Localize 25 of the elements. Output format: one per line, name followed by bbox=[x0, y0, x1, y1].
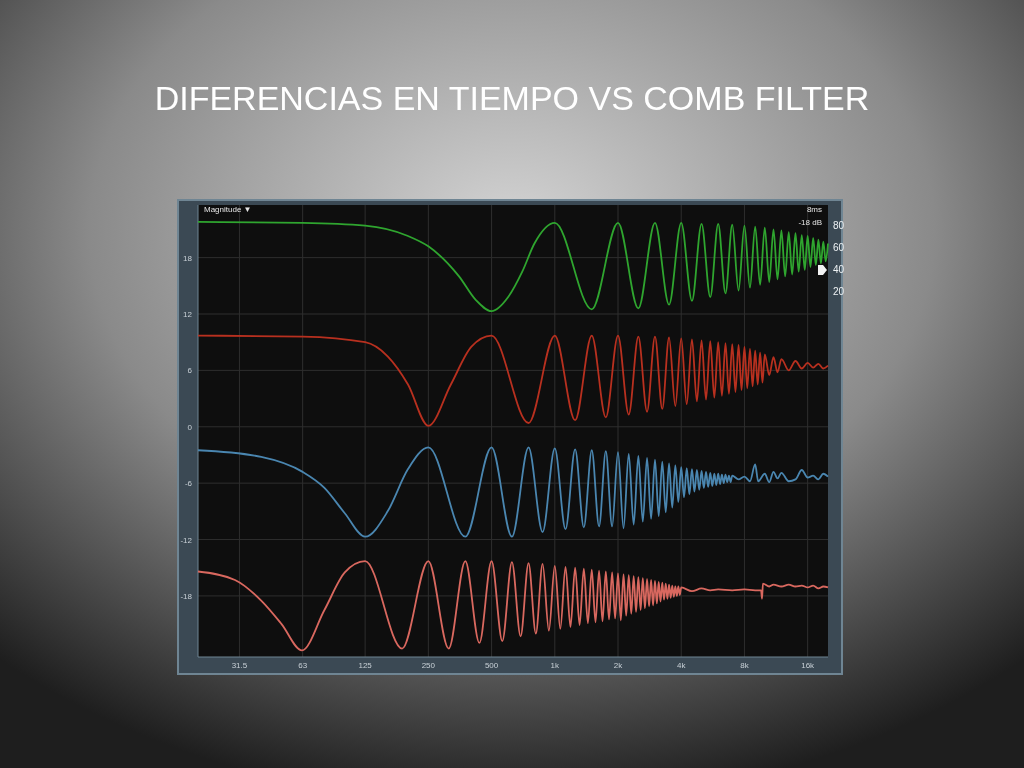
y-tick-label: -12 bbox=[180, 535, 193, 545]
x-tick-label: 16k bbox=[801, 661, 816, 670]
y-tick-label: -18 bbox=[180, 591, 193, 601]
annotation: Magnitude ▼ bbox=[204, 205, 252, 214]
x-tick-label: 63 bbox=[298, 661, 308, 670]
chart-title: DIFERENCIAS EN TIEMPO VS COMB FILTER bbox=[154, 79, 870, 117]
x-tick-label: 2k bbox=[613, 661, 624, 670]
y2-tick-label: 40 bbox=[833, 264, 845, 276]
y2-tick-label: 20 bbox=[833, 286, 845, 298]
y2-tick-label: 80 bbox=[833, 220, 845, 232]
y-tick-label: -6 bbox=[184, 479, 193, 489]
x-tick-label: 125 bbox=[358, 661, 373, 670]
y2-tick-label: 60 bbox=[833, 242, 845, 254]
annotation: -18 dB bbox=[798, 218, 822, 227]
y-tick-label: 12 bbox=[183, 310, 193, 320]
x-tick-label: 31.5 bbox=[231, 661, 248, 670]
x-tick-label: 8k bbox=[740, 661, 750, 670]
y-tick-label: 6 bbox=[187, 366, 193, 376]
y-tick-label: 18 bbox=[183, 253, 193, 263]
x-tick-label: 4k bbox=[676, 661, 687, 670]
y-tick-label: 0 bbox=[187, 422, 193, 432]
x-tick-label: 250 bbox=[421, 661, 436, 670]
x-tick-label: 500 bbox=[484, 661, 499, 670]
annotation: 8ms bbox=[806, 205, 822, 214]
x-tick-label: 1k bbox=[550, 661, 561, 670]
